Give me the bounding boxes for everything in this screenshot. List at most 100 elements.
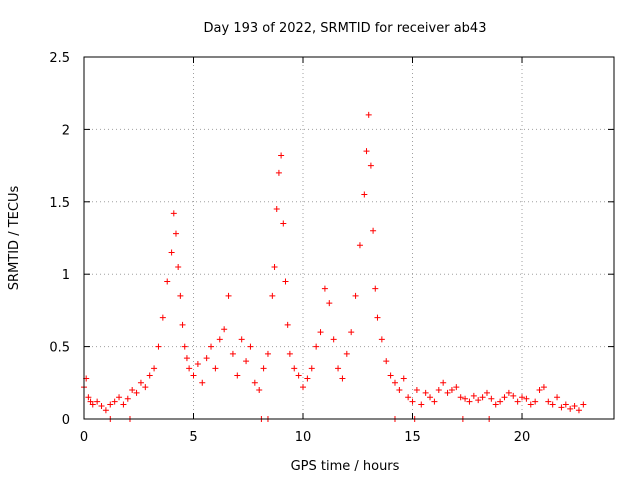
data-point (488, 395, 495, 402)
x-tick-label: 0 (80, 430, 88, 445)
data-point (159, 314, 166, 321)
data-point (413, 387, 420, 394)
data-point (247, 343, 254, 350)
data-point (372, 285, 379, 292)
data-point (370, 227, 377, 234)
data-point (418, 401, 425, 408)
data-point (282, 278, 289, 285)
data-point (120, 401, 127, 408)
data-point (271, 263, 278, 270)
data-point (448, 387, 455, 394)
data-point (170, 210, 177, 217)
data-point (260, 365, 267, 372)
data-point (422, 389, 429, 396)
data-point (300, 384, 307, 391)
data-point (532, 398, 539, 405)
data-point (168, 249, 175, 256)
x-tick-label: 20 (514, 430, 531, 445)
data-point (116, 394, 123, 401)
data-point (343, 350, 350, 357)
data-point (457, 394, 464, 401)
data-point (348, 329, 355, 336)
x-tick-label: 5 (189, 430, 197, 445)
data-point (269, 292, 276, 299)
data-point (435, 387, 442, 394)
data-point (256, 387, 263, 394)
data-point (330, 336, 337, 343)
data-point (190, 372, 197, 379)
data-point (175, 263, 182, 270)
data-point (234, 372, 241, 379)
data-point (291, 365, 298, 372)
data-point (212, 365, 219, 372)
data-point (94, 398, 101, 405)
data-point (409, 398, 416, 405)
data-point (571, 402, 578, 409)
data-point (514, 398, 521, 405)
data-point (264, 350, 271, 357)
axes: 0 5 10 15 20 0 0.5 1 1.5 2 2.5 (49, 51, 614, 445)
data-point (107, 401, 114, 408)
data-point (313, 343, 320, 350)
data-point (479, 394, 486, 401)
data-point (383, 358, 390, 365)
data-point (567, 405, 574, 412)
data-point (278, 152, 285, 159)
data-point (505, 389, 512, 396)
grid-lines (84, 57, 614, 419)
data-point (183, 355, 190, 362)
data-point (251, 379, 258, 386)
data-point (133, 389, 140, 396)
y-tick-label: 0.5 (49, 341, 70, 356)
data-point (363, 148, 370, 155)
data-point (275, 169, 282, 176)
data-point (151, 365, 158, 372)
data-point (194, 360, 201, 367)
data-point (540, 384, 547, 391)
data-point (519, 394, 526, 401)
y-tick-label: 1.5 (49, 196, 70, 211)
data-point (89, 401, 96, 408)
data-point (284, 321, 291, 328)
y-tick-label: 1 (62, 268, 70, 283)
data-point (216, 336, 223, 343)
data-point (387, 372, 394, 379)
data-point (273, 206, 280, 213)
data-point (575, 407, 582, 414)
data-point (554, 394, 561, 401)
data-point (208, 343, 215, 350)
data-point (356, 242, 363, 249)
data-point (221, 326, 228, 333)
x-tick-label: 10 (295, 430, 312, 445)
data-point (440, 379, 447, 386)
data-point (295, 372, 302, 379)
data-point (374, 314, 381, 321)
data-point (280, 220, 287, 227)
data-point (164, 278, 171, 285)
data-point (400, 375, 407, 382)
data-point (111, 398, 118, 405)
data-point (510, 392, 517, 399)
data-point (352, 292, 359, 299)
data-point (142, 384, 149, 391)
data-point (308, 365, 315, 372)
y-tick-label: 0 (62, 413, 70, 428)
x-tick-label: 15 (404, 430, 421, 445)
data-point (124, 395, 131, 402)
data-point (580, 401, 587, 408)
data-point (549, 401, 556, 408)
data-point (326, 300, 333, 307)
data-points (81, 111, 587, 422)
data-point (523, 395, 530, 402)
data-point (85, 394, 92, 401)
data-point (475, 397, 482, 404)
data-point (466, 398, 473, 405)
data-point (238, 336, 245, 343)
data-point (405, 394, 412, 401)
data-point (98, 402, 105, 409)
data-point (562, 401, 569, 408)
data-point (470, 392, 477, 399)
data-point (396, 387, 403, 394)
data-point (317, 329, 324, 336)
